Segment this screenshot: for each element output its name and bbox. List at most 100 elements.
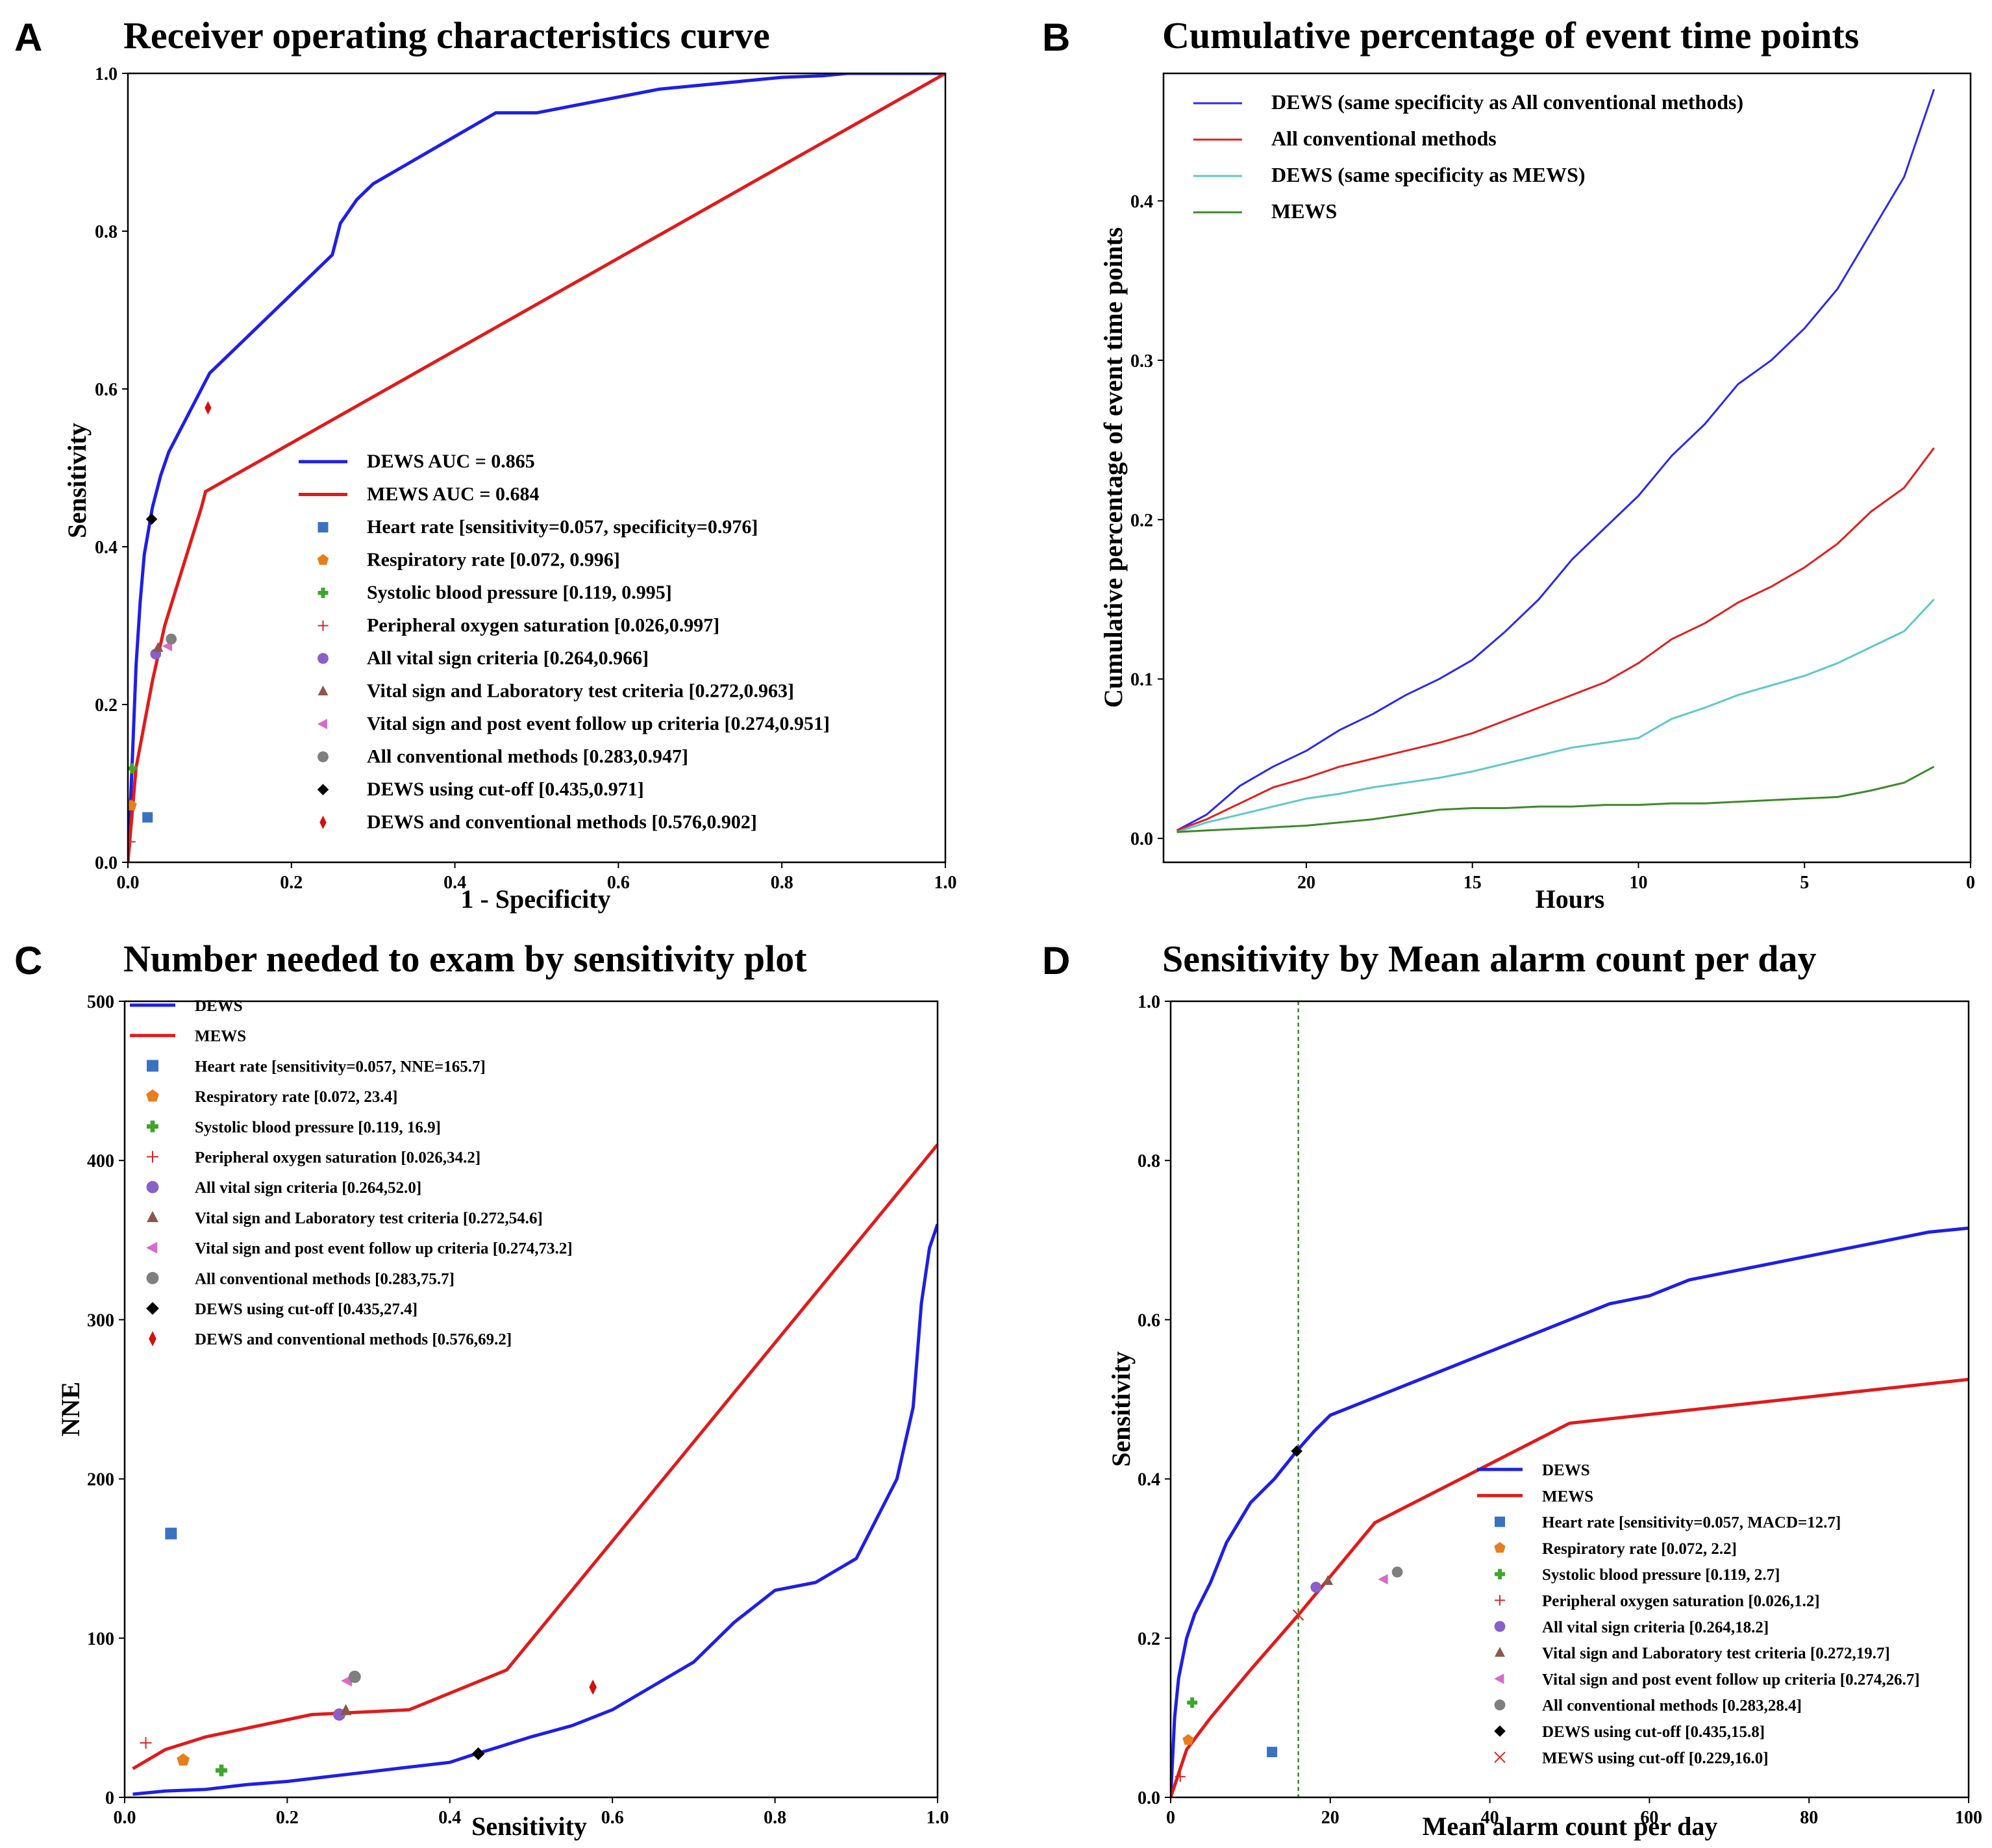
y-tick-label: 0.0 bbox=[95, 853, 118, 873]
plot-layer: 0.0 0.2 0.4 0.6 0.8 1.0 0.0 0.2 0.4 0.6 0.8 1.0 DEWS… bbox=[87, 64, 1982, 1828]
series-line bbox=[132, 1223, 938, 1796]
series-line bbox=[128, 73, 945, 862]
y-tick-label: 0.6 bbox=[95, 380, 118, 400]
x-tick-label: 0.2 bbox=[276, 1808, 299, 1828]
marker-pentagon bbox=[1182, 1734, 1194, 1745]
y-tick-label: 0.0 bbox=[1130, 829, 1153, 849]
marker-square bbox=[1495, 1516, 1505, 1527]
marker-x bbox=[1494, 1751, 1506, 1764]
series-line bbox=[128, 73, 945, 862]
x-tick-label: 0 bbox=[1166, 1808, 1175, 1828]
marker-triangle bbox=[153, 642, 164, 652]
y-tick-label: 1.0 bbox=[1138, 992, 1160, 1012]
legend-label: DEWS AUC = 0.865 bbox=[367, 451, 535, 472]
marker-diamond bbox=[145, 513, 158, 525]
marker-thin-diamond bbox=[589, 1679, 597, 1695]
y-tick-label: 0.4 bbox=[95, 538, 118, 558]
legend-label: Heart rate [sensitivity=0.057, MACD=12.7… bbox=[1542, 1514, 1841, 1532]
legend-label: MEWS bbox=[1271, 199, 1337, 223]
legend-label: DEWS (same specificity as MEWS) bbox=[1271, 163, 1586, 186]
marker-square bbox=[1267, 1747, 1278, 1758]
x-tick-label: 5 bbox=[1800, 873, 1809, 893]
legend-label: All vital sign criteria [0.264,52.0] bbox=[195, 1179, 421, 1197]
panel-d-plot: 0 20 40 60 80 100 0.0 0.2 0.4 0.6 0.8 1.0 DEWS MEWS He… bbox=[1138, 992, 1982, 1828]
marker-pentagon bbox=[317, 554, 329, 565]
y-tick-label: 300 bbox=[87, 1310, 114, 1330]
marker-thin-plus bbox=[1495, 1595, 1505, 1606]
marker-square bbox=[165, 1527, 177, 1540]
x-tick-label: 80 bbox=[1800, 1808, 1818, 1828]
legend-label: Vital sign and post event follow up crit… bbox=[367, 713, 830, 734]
legend-label: MEWS bbox=[1542, 1488, 1593, 1505]
series-line bbox=[1177, 598, 1935, 833]
marker-thin-plus bbox=[1175, 1771, 1186, 1782]
y-tick-label: 0.6 bbox=[1138, 1310, 1160, 1330]
legend-label: DEWS bbox=[1542, 1462, 1590, 1479]
series-line bbox=[1176, 447, 1935, 832]
panel-b-letter: B bbox=[1042, 16, 1070, 59]
series-line bbox=[132, 1143, 938, 1771]
legend-label: DEWS and conventional methods [0.576,69.… bbox=[195, 1331, 512, 1349]
panel-c-plot: 0.0 0.2 0.4 0.6 0.8 1.0 0 100 200 300 400 500 DEWS ME… bbox=[87, 992, 949, 1828]
panel-a-marks bbox=[128, 73, 945, 862]
marker-pentagon bbox=[128, 799, 137, 810]
marker-square bbox=[147, 1060, 158, 1072]
marker-triangle bbox=[340, 1704, 352, 1716]
legend-label: Vital sign and post event follow up crit… bbox=[1542, 1671, 1920, 1688]
x-tick-label: 15 bbox=[1463, 873, 1482, 893]
plot-frame bbox=[1162, 72, 1972, 864]
y-tick-label: 1.0 bbox=[95, 64, 118, 84]
marker-circle bbox=[348, 1670, 361, 1683]
panel-c-xlabel: Sensitivity bbox=[471, 1812, 587, 1841]
marker-diamond bbox=[317, 784, 329, 795]
marker-plus bbox=[317, 588, 329, 598]
y-tick-label: 0.2 bbox=[95, 695, 118, 716]
marker-triangle-left bbox=[317, 719, 327, 729]
marker-thin-plus bbox=[317, 620, 329, 631]
marker-circle bbox=[146, 1180, 159, 1193]
plot-frame bbox=[127, 72, 947, 864]
y-tick-label: 0.3 bbox=[1130, 351, 1153, 371]
y-tick-label: 0 bbox=[105, 1788, 114, 1808]
panel-c-marks bbox=[132, 1143, 938, 1796]
panel-b-plot: 20 15 10 5 0 0.0 0.1 0.2 0.3 0.4 DEWS (same specif… bbox=[1130, 72, 1975, 893]
panel-c-title: Number needed to exam by sensitivity plo… bbox=[123, 938, 807, 980]
x-tick-label: 0.2 bbox=[280, 873, 303, 893]
x-tick-label: 0.0 bbox=[117, 873, 140, 893]
marker-circle bbox=[1391, 1566, 1403, 1578]
legend-label: All conventional methods [0.283,75.7] bbox=[195, 1270, 454, 1288]
marker-triangle bbox=[1495, 1647, 1505, 1657]
marker-pentagon bbox=[1494, 1542, 1506, 1553]
y-tick-label: 200 bbox=[87, 1470, 114, 1490]
panel-b-ylabel: Cumulative percentage of event time poin… bbox=[1099, 227, 1128, 708]
series-line bbox=[1171, 1377, 1969, 1797]
legend-label: Vital sign and Laboratory test criteria … bbox=[367, 681, 794, 702]
legend-label: Systolic blood pressure [0.119, 16.9] bbox=[195, 1119, 441, 1136]
x-tick-label: 0.4 bbox=[443, 873, 466, 893]
marker-circle bbox=[317, 751, 329, 762]
x-tick-label: 100 bbox=[1955, 1808, 1982, 1828]
panel-a-letter: A bbox=[14, 16, 42, 59]
legend-label: Peripheral oxygen saturation [0.026,0.99… bbox=[367, 615, 719, 636]
legend-label: DEWS using cut-off [0.435,0.971] bbox=[367, 779, 644, 800]
panel-d-marks bbox=[1171, 1001, 1969, 1797]
legend-label: Peripheral oxygen saturation [0.026,1.2] bbox=[1542, 1593, 1820, 1610]
marker-thin-plus bbox=[147, 1151, 158, 1163]
panel-b-title: Cumulative percentage of event time poin… bbox=[1162, 14, 1859, 56]
marker-pentagon bbox=[146, 1089, 159, 1102]
marker-circle bbox=[166, 633, 177, 645]
y-tick-label: 100 bbox=[87, 1629, 114, 1649]
legend-label: Peripheral oxygen saturation [0.026,34.2… bbox=[195, 1149, 480, 1167]
x-tick-label: 1.0 bbox=[927, 1808, 949, 1828]
legend-label: All vital sign criteria [0.264,0.966] bbox=[367, 647, 649, 669]
marker-diamond bbox=[1494, 1725, 1506, 1737]
marker-triangle-left bbox=[1378, 1574, 1388, 1585]
marker-triangle-left bbox=[146, 1242, 158, 1254]
panel-c-ylabel: NNE bbox=[56, 1382, 85, 1436]
legend-label: MEWS AUC = 0.684 bbox=[367, 484, 539, 505]
y-tick-label: 0.4 bbox=[1138, 1470, 1160, 1490]
legend-label: DEWS bbox=[195, 997, 243, 1015]
legend-label: Heart rate [sensitivity=0.057, NNE=165.7… bbox=[195, 1058, 486, 1075]
marker-triangle bbox=[1323, 1575, 1334, 1585]
panel-d-letter: D bbox=[1042, 939, 1070, 982]
